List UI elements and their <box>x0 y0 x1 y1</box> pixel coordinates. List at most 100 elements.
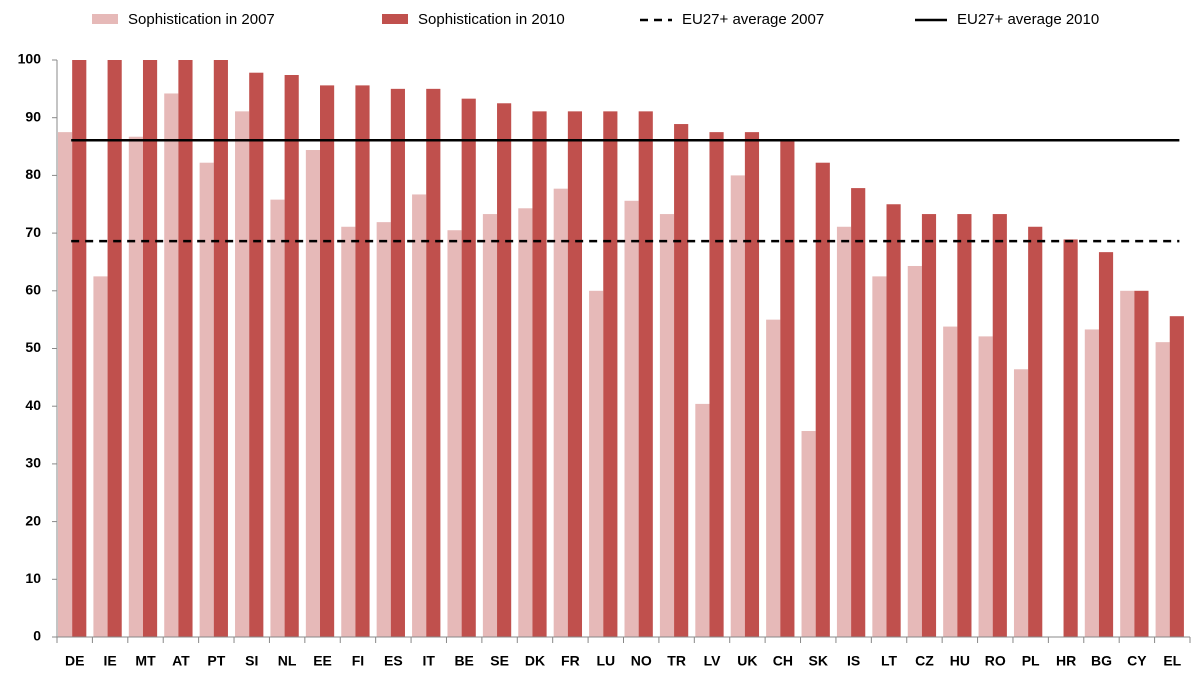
bar <box>164 93 179 637</box>
bar <box>497 103 512 637</box>
bar <box>978 336 993 637</box>
x-tick-label: ES <box>384 653 403 669</box>
bar <box>589 290 604 637</box>
x-tick-label: NO <box>631 653 652 669</box>
x-tick-label: UK <box>737 653 757 669</box>
bar <box>801 431 816 637</box>
bar <box>93 276 108 637</box>
bar <box>553 188 568 637</box>
x-tick-label: TR <box>667 653 686 669</box>
legend-label: EU27+ average 2010 <box>957 11 1099 28</box>
bar <box>235 111 250 637</box>
bar <box>567 111 583 637</box>
bar <box>284 75 299 637</box>
bar <box>744 132 760 637</box>
bar <box>1134 290 1149 637</box>
y-tick-label: 0 <box>33 628 41 644</box>
bar <box>1120 290 1135 637</box>
bar <box>390 88 405 638</box>
bar <box>178 60 193 637</box>
bar <box>412 194 427 638</box>
x-tick-label: PT <box>207 653 225 669</box>
bar <box>943 326 958 637</box>
bar <box>851 188 866 637</box>
bar <box>872 276 887 637</box>
x-tick-label: BG <box>1091 653 1112 669</box>
x-tick-label: FI <box>352 653 364 669</box>
bar <box>199 162 214 637</box>
y-tick-label: 50 <box>25 339 41 355</box>
x-tick-label: IE <box>103 653 116 669</box>
bar <box>886 204 901 637</box>
bar <box>249 72 264 638</box>
x-tick-label: NL <box>278 653 297 669</box>
x-tick-label: EE <box>313 653 332 669</box>
bar <box>270 199 285 637</box>
bar <box>1084 329 1099 637</box>
legend-label: Sophistication in 2007 <box>128 11 275 28</box>
bar <box>907 265 922 637</box>
bar <box>709 132 724 637</box>
bar <box>659 214 675 637</box>
bar <box>730 175 745 637</box>
x-tick-label: MT <box>135 653 156 669</box>
x-tick-label: SK <box>809 653 828 669</box>
x-tick-label: RO <box>985 653 1006 669</box>
legend-label: EU27+ average 2007 <box>682 11 824 28</box>
x-tick-label: LT <box>881 653 898 669</box>
bar <box>992 214 1007 637</box>
bar <box>674 124 689 637</box>
legend-swatch <box>382 14 408 24</box>
bar <box>320 85 335 637</box>
bar <box>426 88 441 638</box>
bar <box>305 150 321 637</box>
bar <box>1028 226 1043 638</box>
bar <box>624 200 639 637</box>
legend-label: Sophistication in 2010 <box>418 11 565 28</box>
y-tick-label: 10 <box>25 570 41 586</box>
bar <box>1169 316 1184 637</box>
x-tick-label: DK <box>525 653 545 669</box>
x-tick-label: SI <box>245 653 258 669</box>
bar <box>518 208 533 637</box>
bar <box>957 214 972 637</box>
x-tick-label: EL <box>1163 653 1181 669</box>
bar <box>815 162 830 637</box>
bar <box>532 111 547 637</box>
bar <box>107 60 122 637</box>
bar <box>1013 369 1029 637</box>
bar <box>1098 252 1114 638</box>
bar <box>1063 239 1078 637</box>
x-tick-label: IS <box>847 653 860 669</box>
x-tick-label: IT <box>423 653 436 669</box>
bar <box>213 60 228 637</box>
bar <box>376 222 391 637</box>
x-tick-label: LU <box>596 653 615 669</box>
x-tick-label: DE <box>65 653 84 669</box>
bar <box>603 111 618 637</box>
x-tick-label: CZ <box>915 653 934 669</box>
bar <box>447 230 462 637</box>
bar <box>780 140 795 637</box>
bar <box>72 60 87 637</box>
bar <box>836 226 852 638</box>
bar <box>142 60 158 637</box>
y-tick-label: 30 <box>25 455 41 471</box>
bar <box>355 85 370 637</box>
x-tick-label: CH <box>773 653 793 669</box>
bar <box>341 226 356 638</box>
bar <box>695 403 710 637</box>
bar <box>58 132 73 637</box>
bar <box>638 111 653 637</box>
bar <box>1155 342 1170 637</box>
x-tick-label: CY <box>1127 653 1147 669</box>
x-tick-label: AT <box>172 653 190 669</box>
bar <box>921 214 937 637</box>
x-tick-label: FR <box>561 653 580 669</box>
y-tick-label: 20 <box>25 512 41 528</box>
x-tick-label: HU <box>950 653 970 669</box>
bar <box>128 136 143 637</box>
y-tick-label: 40 <box>25 397 41 413</box>
x-tick-label: LV <box>704 653 722 669</box>
